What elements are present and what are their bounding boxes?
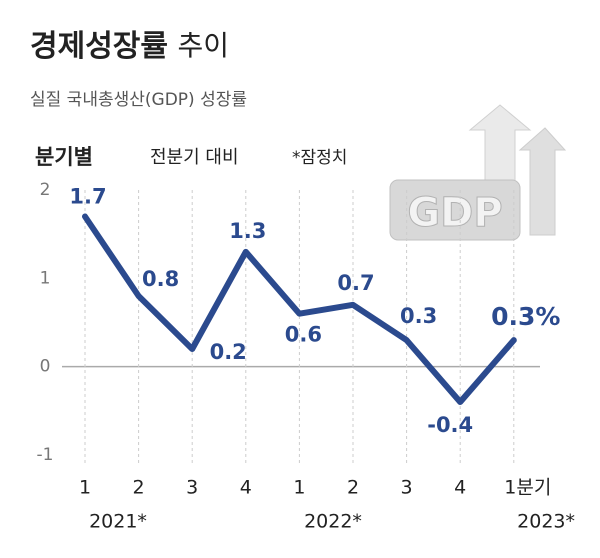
x-tick-label: 4 — [454, 477, 466, 499]
x-tick-label: 2 — [133, 477, 145, 499]
year-label: 2023* — [517, 511, 575, 533]
data-label: 1.7 — [69, 185, 106, 209]
title-main: 경제성장률 — [30, 29, 168, 64]
data-label: -0.4 — [427, 413, 473, 437]
data-label: 0.3% — [491, 302, 560, 331]
x-tick-label: 3 — [186, 477, 198, 499]
title-suffix: 추이 — [178, 29, 230, 62]
chart-title: 경제성장률 추이 — [30, 29, 229, 64]
note: *잠정치 — [292, 148, 347, 168]
gdp-illustration: GDP — [389, 104, 567, 241]
y-tick-label: 1 — [40, 268, 51, 288]
y-tick-label: 0 — [40, 357, 51, 377]
y-tick-label: 2 — [40, 180, 51, 200]
illustration-text: GDP — [407, 190, 502, 236]
period-label: 분기별 — [35, 145, 93, 169]
data-label: 0.6 — [285, 323, 322, 347]
x-tick-label: 3 — [401, 477, 413, 499]
year-label: 2022* — [304, 511, 362, 533]
year-label: 2021* — [89, 511, 147, 533]
data-label: 0.7 — [337, 271, 374, 295]
x-tick-label: 1분기 — [504, 477, 551, 499]
x-tick-label: 2 — [347, 477, 359, 499]
subtitle: 실질 국내총생산(GDP) 성장률 — [30, 90, 247, 110]
data-label: 0.3 — [400, 304, 437, 328]
y-tick-label: -1 — [37, 445, 54, 465]
data-label: 1.3 — [229, 219, 266, 243]
data-label: 0.2 — [210, 340, 247, 364]
x-tick-label: 1 — [293, 477, 305, 499]
line — [82, 213, 517, 405]
x-tick-label: 1 — [79, 477, 91, 499]
data-label: 0.8 — [142, 267, 179, 291]
basis-label: 전분기 대비 — [150, 147, 239, 168]
x-tick-label: 4 — [240, 477, 252, 499]
